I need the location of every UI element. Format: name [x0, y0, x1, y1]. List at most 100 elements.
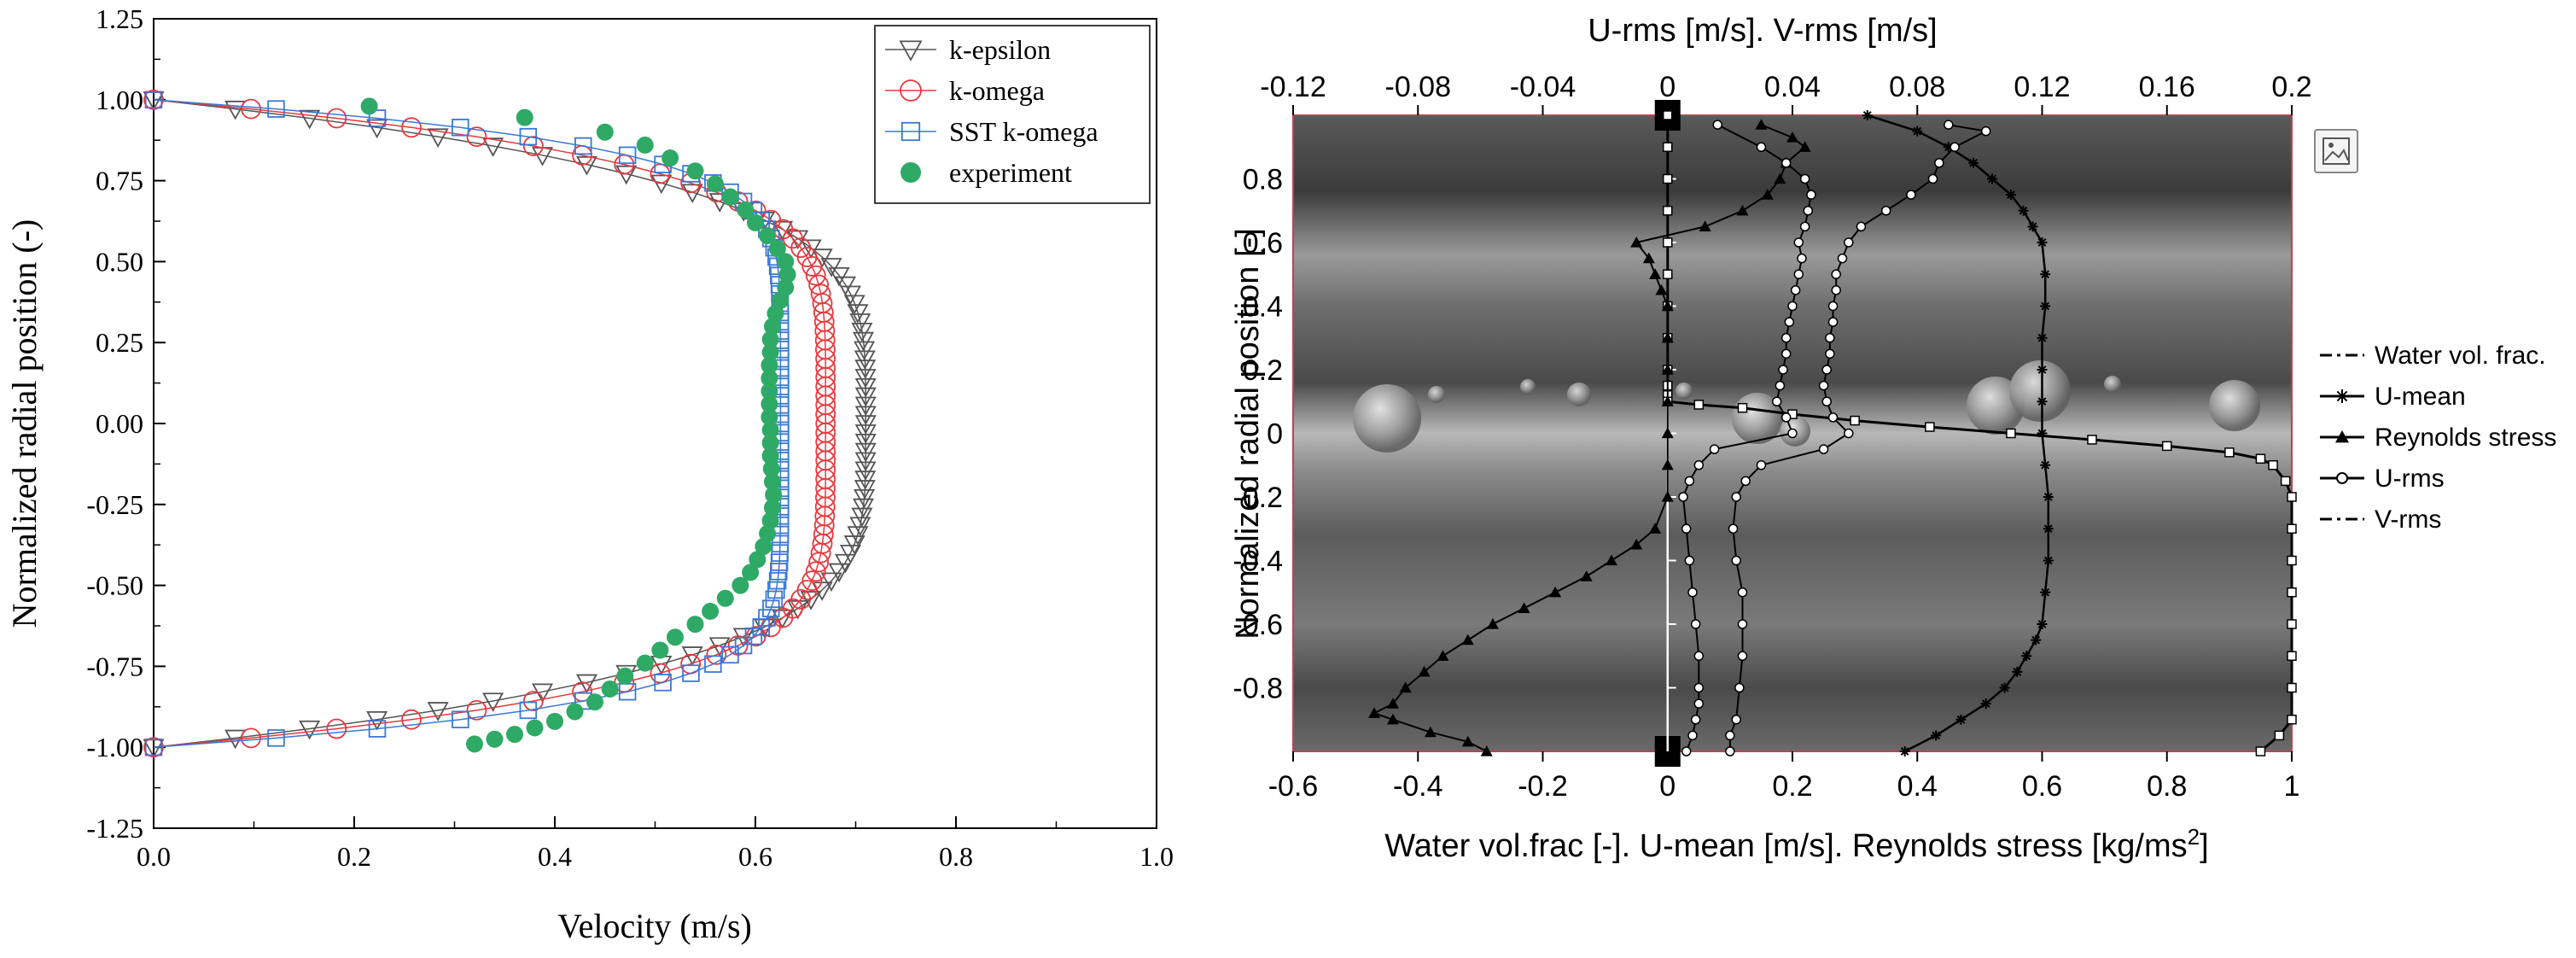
data-point — [144, 91, 163, 109]
data-point — [1925, 422, 1935, 432]
data-point — [1756, 142, 1767, 152]
data-point — [636, 654, 654, 672]
x-tick-label-top: -0.12 — [1260, 71, 1326, 103]
data-point — [767, 581, 785, 599]
data-point — [1780, 333, 1792, 343]
data-point — [2274, 730, 2285, 741]
x-tick-label-top: 0.12 — [2014, 71, 2070, 103]
data-point — [761, 369, 778, 387]
legend: k-epsilon k-omega SST k-omega experiment — [874, 25, 1151, 204]
data-point — [482, 137, 504, 157]
axes: 0.0 0.2 0.4 0.6 0.8 1.0 1.25 1.00 0.75 0.50 0.25 0.… — [86, 3, 1174, 872]
legend-label: Water vol. frac. — [2375, 342, 2546, 370]
data-point — [2040, 301, 2051, 312]
data-point — [828, 563, 850, 583]
data-point — [849, 517, 871, 537]
data-point — [1725, 746, 1735, 756]
data-point — [401, 709, 422, 730]
data-point — [2287, 651, 2297, 661]
data-point — [575, 674, 597, 694]
y-tick-label: 0.75 — [96, 166, 143, 196]
data-point — [745, 626, 766, 647]
data-point — [2037, 428, 2048, 439]
data-point — [2087, 435, 2097, 445]
data-point — [828, 266, 850, 287]
data-point — [1775, 380, 1786, 391]
x-tick-label-top: 0.04 — [1764, 71, 1821, 103]
data-point — [1818, 444, 1829, 454]
data-point — [452, 119, 469, 137]
data-point — [847, 304, 869, 324]
data-point — [800, 239, 822, 260]
data-point — [144, 738, 163, 756]
data-point — [1687, 587, 1698, 598]
data-point — [854, 350, 876, 371]
legend-label: k-epsilon — [949, 34, 1051, 65]
data-point — [1663, 206, 1673, 216]
data-point — [1818, 380, 1829, 391]
data-point — [2224, 447, 2235, 458]
x-tick-label: 0.8 — [939, 841, 973, 872]
data-point — [1943, 142, 1954, 153]
data-point — [706, 644, 727, 665]
data-point — [1480, 745, 1493, 756]
data-point — [1906, 190, 1916, 200]
data-point — [681, 184, 703, 203]
data-point — [466, 126, 487, 148]
data-point — [1831, 269, 1841, 279]
data-point — [427, 128, 449, 148]
legend-marker — [899, 40, 923, 61]
data-point — [1437, 650, 1449, 661]
data-point — [651, 641, 669, 659]
data-point — [771, 544, 789, 562]
data-point — [1684, 555, 1695, 566]
legend-entry: k-omega — [885, 75, 1045, 106]
data-point — [482, 692, 504, 712]
image-icon[interactable] — [2314, 129, 2358, 173]
data-point — [1661, 300, 1674, 312]
data-point — [1728, 523, 1739, 534]
data-point — [805, 561, 826, 582]
data-point — [1387, 698, 1399, 709]
data-point — [1774, 172, 1786, 184]
data-point — [1780, 412, 1792, 423]
legend-entry: U-mean — [2320, 383, 2466, 411]
data-point — [761, 434, 779, 452]
data-point — [854, 396, 877, 417]
x-tick-label-bottom: -0.6 — [1268, 770, 1319, 803]
y-tick-label: -0.25 — [86, 489, 143, 520]
data-point — [839, 544, 861, 564]
series-layer — [143, 89, 877, 759]
data-point — [1387, 713, 1399, 725]
y-tick-label: -1.25 — [86, 813, 143, 844]
data-point — [526, 719, 544, 737]
legend-marker — [900, 162, 921, 183]
data-point — [820, 572, 842, 593]
data-point — [1786, 131, 1798, 143]
data-point — [721, 645, 739, 664]
y-tick-label: 0.00 — [96, 408, 143, 439]
legend-entry: Water vol. frac. — [2320, 342, 2546, 370]
data-point — [820, 258, 842, 277]
data-point — [1806, 190, 1816, 200]
data-point — [506, 726, 523, 744]
data-point — [854, 424, 877, 444]
data-point — [854, 387, 877, 407]
data-point — [2037, 396, 2048, 407]
data-point — [452, 710, 469, 728]
x-tick-label: 0.0 — [137, 841, 171, 872]
data-point — [2018, 205, 2029, 216]
x-tick-label-top: -0.08 — [1385, 71, 1452, 103]
data-point — [1797, 253, 1807, 264]
legend-entry: SST k-omega — [885, 116, 1099, 147]
data-point — [566, 703, 584, 721]
data-point — [1821, 396, 1832, 406]
data-point — [742, 564, 760, 581]
data-point — [854, 442, 877, 463]
data-point — [1731, 715, 1741, 725]
data-point — [854, 415, 877, 435]
data-point — [777, 278, 795, 296]
data-point — [1844, 428, 1854, 439]
data-point — [486, 730, 504, 748]
